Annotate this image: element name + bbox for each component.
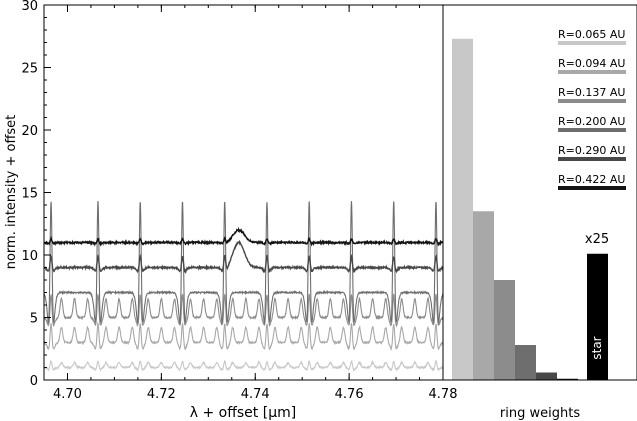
y-tick-label: 5 <box>30 312 38 327</box>
y-tick-label: 25 <box>21 62 38 77</box>
weight-bar <box>587 253 608 380</box>
weight-bar <box>515 345 536 380</box>
legend-label: R=0.422 AU <box>558 173 625 186</box>
ring-weights-label: ring weights <box>500 406 580 421</box>
weights-axes-frame <box>442 4 637 381</box>
spectrum-line <box>44 359 443 373</box>
spectrum-line <box>44 239 443 275</box>
legend-label: R=0.094 AU <box>558 57 625 70</box>
x-tick-label: 4.72 <box>147 387 176 402</box>
weight-bar <box>536 372 557 380</box>
spectrum-line <box>44 226 443 247</box>
legend-swatch <box>558 70 626 74</box>
legend-swatch <box>558 128 626 132</box>
legend-label: R=0.290 AU <box>558 144 625 157</box>
spectra-plot-area <box>44 201 443 373</box>
x-tick-label: 4.78 <box>429 387 458 402</box>
spectrum-line <box>44 321 443 352</box>
legend-label: R=0.065 AU <box>558 28 625 41</box>
legend-swatch <box>558 41 626 45</box>
legend-label: R=0.137 AU <box>558 86 625 99</box>
y-tick-label: 30 <box>21 0 38 14</box>
x-axis-label: λ + offset [μm] <box>190 405 296 421</box>
legend: R=0.065 AU R=0.094 AU R=0.137 AU R=0.200 AU… <box>558 28 626 190</box>
x-tick-label: 4.70 <box>53 387 82 402</box>
legend-swatch <box>558 99 626 103</box>
legend-swatch <box>558 186 626 190</box>
y-axis-label: norm. intensity + offset <box>4 115 19 270</box>
star-scale-annotation: x25 <box>585 232 609 247</box>
y-tick-label: 15 <box>21 187 38 202</box>
ring-weights-bars: star <box>452 38 608 380</box>
weight-bar <box>473 211 494 380</box>
x-tick-label: 4.74 <box>241 387 270 402</box>
weight-bar <box>494 280 515 380</box>
y-tick-label: 20 <box>21 124 38 139</box>
weight-bar <box>452 38 473 380</box>
axes: 4.70 4.72 4.74 4.76 4.78 0 5 10 15 20 25 30 <box>21 0 457 402</box>
weight-bar <box>557 378 578 380</box>
legend-swatch <box>558 157 626 161</box>
x-tick-label: 4.76 <box>335 387 364 402</box>
star-bar-label: star <box>590 336 604 359</box>
y-tick-label: 10 <box>21 249 38 264</box>
spectrum-line <box>44 201 443 325</box>
spectrum-line <box>44 292 443 328</box>
spectra-axes-frame <box>43 4 444 381</box>
legend-label: R=0.200 AU <box>558 115 625 128</box>
y-tick-label: 0 <box>30 374 38 389</box>
